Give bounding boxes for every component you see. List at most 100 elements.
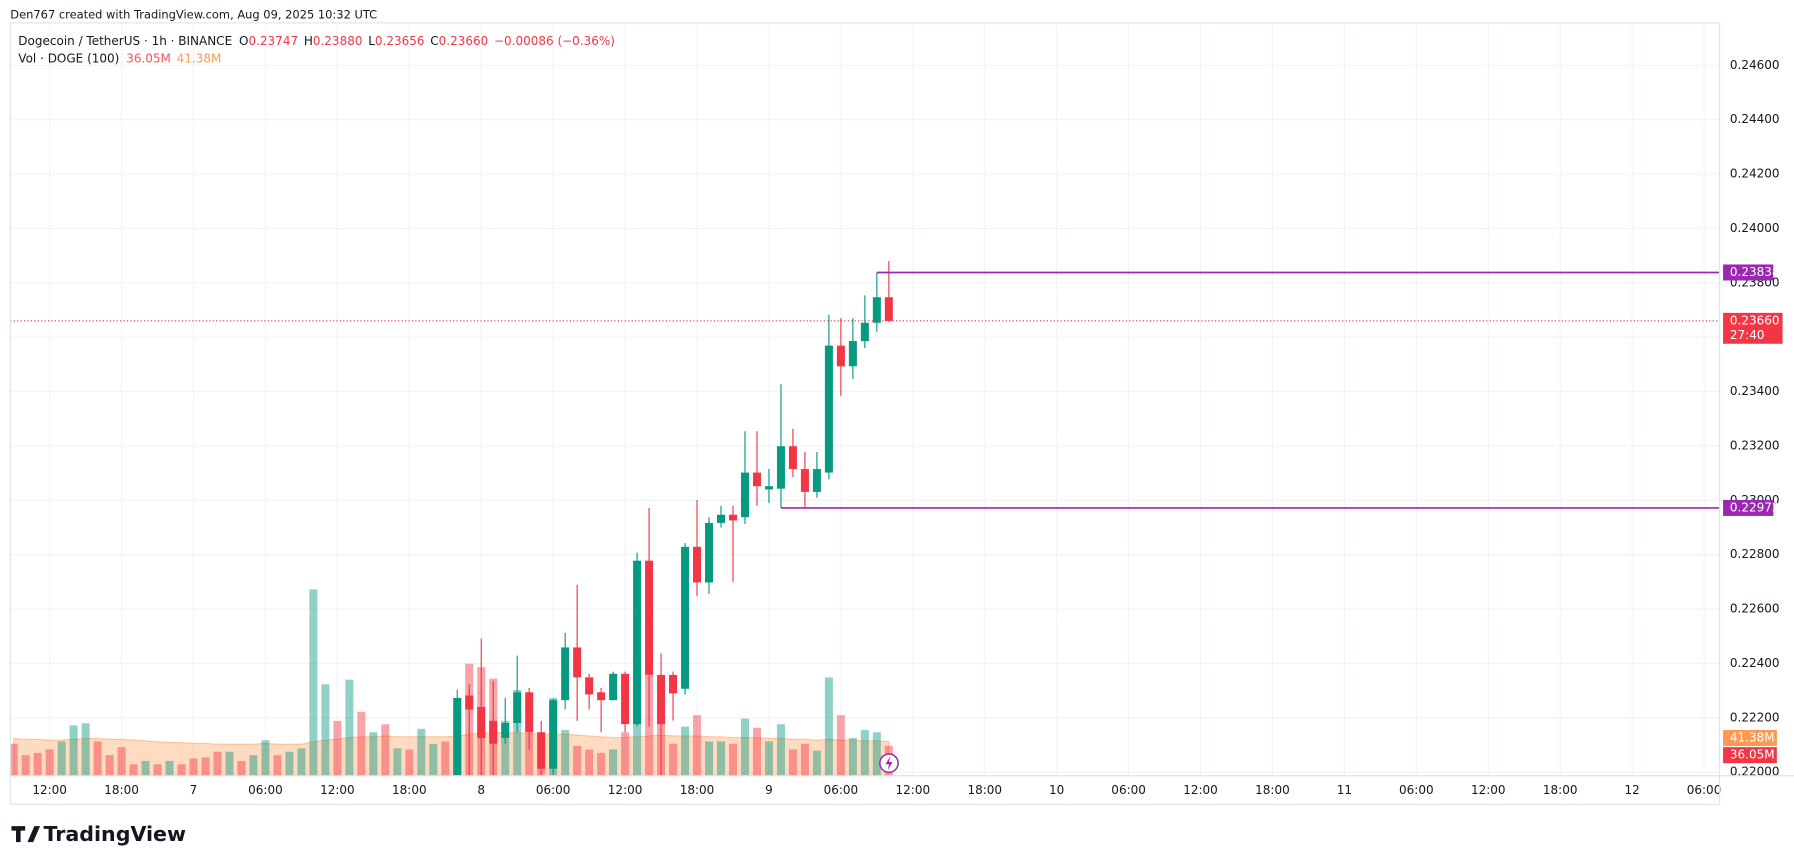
level-label-box <box>1723 499 1774 516</box>
legend: Dogecoin / TetherUS · 1h · BINANCE O0.237… <box>18 34 615 48</box>
x-tick-label: 06:00 <box>1399 783 1434 797</box>
volume-bar <box>69 725 78 776</box>
volume-bar <box>513 690 522 776</box>
pane-border <box>9 22 1721 805</box>
candle-body <box>776 446 785 489</box>
candle-body <box>657 674 666 725</box>
candle-body <box>465 695 474 710</box>
volume-bar <box>321 684 330 776</box>
ohlc-value: 0.23656 <box>375 34 425 48</box>
x-tick-label: 7 <box>190 783 198 797</box>
volume-value: 36.05M <box>126 51 171 65</box>
volume-bar <box>621 732 630 776</box>
volume-bar <box>788 749 797 776</box>
volume-bar <box>57 741 66 776</box>
candle-body <box>693 546 702 583</box>
brand: TradingView <box>43 822 186 846</box>
lightning-icon <box>879 753 899 774</box>
volume-title: Vol · DOGE (100) <box>18 51 119 65</box>
y-tick-label: 0.24200 <box>1730 167 1780 181</box>
volume-bar <box>836 715 845 776</box>
volume-bar <box>333 720 342 776</box>
volume-bar <box>441 741 450 776</box>
volume-bar <box>585 749 594 776</box>
volume-bar <box>525 732 534 776</box>
volume-bar <box>693 715 702 776</box>
candle-body <box>489 720 498 744</box>
candle-body <box>812 469 821 492</box>
level-label-box <box>1723 264 1774 281</box>
x-tick-label: 12:00 <box>608 783 643 797</box>
y-tick-label: 0.22000 <box>1730 765 1780 779</box>
x-tick-label: 18:00 <box>104 783 139 797</box>
change: −0.00086 (−0.36%) <box>494 34 615 48</box>
candle-body <box>728 514 737 521</box>
candle-body <box>788 446 797 470</box>
candle-body <box>824 345 833 473</box>
candle-body <box>884 297 893 321</box>
volume-bar <box>33 752 42 776</box>
ohlc-key: H <box>304 34 313 48</box>
candle-body <box>501 723 510 738</box>
volume-bar <box>357 711 366 776</box>
volume-bar <box>201 757 210 776</box>
x-tick-label: 10 <box>1049 783 1064 797</box>
volume-bar <box>860 729 869 776</box>
volume-bar <box>728 743 737 776</box>
volume-bar <box>285 751 294 776</box>
y-tick-label: 0.24400 <box>1730 112 1780 126</box>
volume-bar <box>633 686 642 776</box>
x-tick-label: 18:00 <box>392 783 427 797</box>
candle-body <box>453 697 462 776</box>
volume-legend: Vol · DOGE (100) 36.05M 41.38M <box>18 51 221 65</box>
volume-bar <box>561 729 570 776</box>
candle-body <box>645 560 654 675</box>
volume-bar <box>597 752 606 776</box>
volume-bar <box>752 727 761 776</box>
volume-bar <box>393 748 402 776</box>
candle-body <box>597 692 606 701</box>
candle-body <box>848 340 857 367</box>
x-tick-label: 18:00 <box>967 783 1002 797</box>
x-tick-label: 18:00 <box>1543 783 1578 797</box>
candle-body <box>705 522 714 583</box>
x-tick-label: 06:00 <box>824 783 859 797</box>
volume-bar <box>405 749 414 776</box>
volume-bar <box>776 724 785 776</box>
candle-body <box>525 692 534 733</box>
countdown: 27:40 <box>1730 328 1765 342</box>
candle-body <box>537 732 546 769</box>
volume-bar <box>812 750 821 776</box>
candle-body <box>717 514 726 523</box>
x-tick-label: 06:00 <box>1111 783 1146 797</box>
volume-bar <box>165 760 174 776</box>
volume-bar <box>872 732 881 776</box>
ohlc-key: C <box>430 34 438 48</box>
ma-value: 41.38M <box>177 51 222 65</box>
volume-bar <box>21 755 30 776</box>
volume-bar <box>189 758 198 776</box>
volume-bar <box>609 749 618 776</box>
candle-body <box>740 472 749 518</box>
candle-body <box>752 472 761 487</box>
last-price-box <box>1723 312 1783 344</box>
volume-bar <box>345 679 354 776</box>
volume-pane <box>10 589 893 776</box>
y-tick-label: 0.22600 <box>1730 602 1780 616</box>
y-tick-label: 0.23400 <box>1730 384 1780 398</box>
candle-body <box>513 692 522 724</box>
y-tick-label: 0.22200 <box>1730 710 1780 724</box>
level-label: 0.23838 <box>1730 265 1780 279</box>
symbol: Dogecoin / TetherUS · 1h · BINANCE <box>18 34 232 48</box>
volume-bar <box>669 743 678 776</box>
x-tick-label: 9 <box>765 783 773 797</box>
candle-body <box>860 322 869 341</box>
volume-bar <box>800 743 809 776</box>
volume-bar <box>764 741 773 776</box>
x-tick-label: 12:00 <box>32 783 67 797</box>
brand-logo: TradingView <box>11 822 186 846</box>
volume-bar <box>824 677 833 776</box>
volume-bar <box>429 743 438 776</box>
last-price-label: 0.23660 <box>1730 313 1780 327</box>
